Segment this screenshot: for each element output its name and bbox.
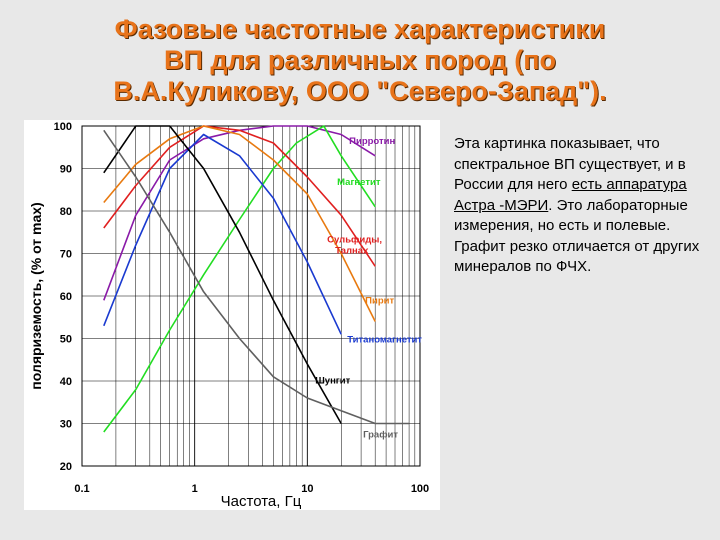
grid-lines <box>82 125 420 467</box>
series-label: Пирит <box>365 296 394 307</box>
series-labels: Пирротин Магнетит Сульфиды,Талнах Пирит Тита… <box>315 136 422 441</box>
x-tick-label: 100 <box>411 483 429 495</box>
series-line <box>103 125 376 267</box>
y-tick-label: 100 <box>54 121 72 133</box>
title-line-1: Фазовые частотные характеристики <box>114 14 606 44</box>
tick-labels: 20 30 40 50 60 70 80 90 100 0.1 1 10 100 <box>54 121 430 495</box>
title-line-3: В.А.Куликову, ООО "Северо-Запад"). <box>113 76 607 106</box>
series-line <box>103 125 342 424</box>
x-tick-label: 0.1 <box>74 483 89 495</box>
phase-frequency-chart: 20 30 40 50 60 70 80 90 100 0.1 1 10 100 Пирротин Маг… <box>28 121 430 510</box>
chart-panel: 20 30 40 50 60 70 80 90 100 0.1 1 10 100 Пирротин Маг… <box>24 120 440 510</box>
x-axis-label: Частота, Гц <box>221 493 302 510</box>
series-line <box>103 129 410 425</box>
title-line-2: ВП для различных пород (по <box>163 45 557 75</box>
series-label: Талнах <box>335 245 369 256</box>
series-label: Шунгит <box>315 376 350 387</box>
y-tick-label: 50 <box>60 334 72 346</box>
y-tick-label: 90 <box>60 164 72 176</box>
x-tick-label: 1 <box>192 483 198 495</box>
y-tick-label: 80 <box>60 206 72 218</box>
slide-title: Фазовые частотные характеристики ВП для … <box>0 14 720 107</box>
y-tick-label: 20 <box>60 461 72 473</box>
description-text: Эта картинка показывает, что спектрально… <box>454 134 712 278</box>
plot-frame <box>81 125 421 467</box>
series-line <box>103 133 342 335</box>
y-tick-label: 70 <box>60 249 72 261</box>
description-rest: . Это лабораторные измерения, но есть и … <box>454 196 700 276</box>
y-tick-label: 60 <box>60 291 72 303</box>
series-label: Графит <box>363 430 398 441</box>
series-lines <box>103 125 410 433</box>
y-tick-label: 30 <box>60 419 72 431</box>
series-line <box>103 125 376 433</box>
x-tick-label: 10 <box>301 483 313 495</box>
series-line <box>103 125 376 322</box>
astra-meri-link[interactable]: есть аппаратура Астра -МЭРИ <box>454 176 687 214</box>
series-label: Титаномагнетит <box>347 334 422 345</box>
y-tick-label: 40 <box>60 376 72 388</box>
series-label: Сульфиды, <box>327 234 382 245</box>
series-label: Магнетит <box>337 177 381 188</box>
series-line <box>103 125 376 301</box>
description-intro: Эта картинка показывает, что спектрально… <box>454 135 686 193</box>
series-label: Пирротин <box>349 136 395 147</box>
y-axis-label: поляриземость, (% от max) <box>28 202 44 389</box>
